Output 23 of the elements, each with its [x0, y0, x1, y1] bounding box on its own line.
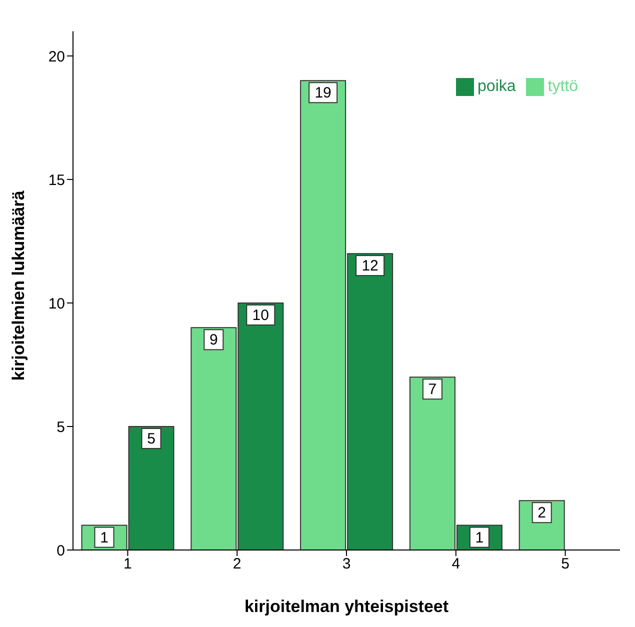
x-tick-label: 2 — [232, 556, 242, 573]
y-tick-label: 0 — [56, 542, 65, 560]
y-tick-label: 15 — [48, 172, 65, 189]
data-label: 7 — [428, 381, 437, 398]
data-label: 12 — [362, 258, 378, 275]
y-tick-label: 20 — [48, 48, 65, 66]
x-tick-label: 5 — [561, 556, 570, 573]
x-axis-title: kirjoitelman yhteispisteet — [244, 597, 449, 616]
x-tick-label: 3 — [342, 556, 351, 573]
y-axis-title: kirjoitelmien lukumäärä — [9, 190, 28, 381]
data-label: 5 — [147, 430, 156, 448]
y-tick-label: 10 — [48, 295, 65, 312]
data-label: 19 — [314, 84, 332, 102]
data-label: 2 — [538, 504, 546, 522]
data-label: 9 — [209, 332, 218, 349]
data-label: 1 — [475, 529, 484, 546]
x-tick-label: 1 — [124, 556, 132, 573]
x-tick-label: 4 — [452, 556, 460, 573]
legend-label: poika — [478, 78, 516, 96]
legend-label: tyttö — [548, 78, 578, 96]
data-label: 10 — [252, 306, 269, 324]
data-label: 1 — [100, 529, 108, 546]
y-tick-label: 5 — [56, 418, 65, 436]
